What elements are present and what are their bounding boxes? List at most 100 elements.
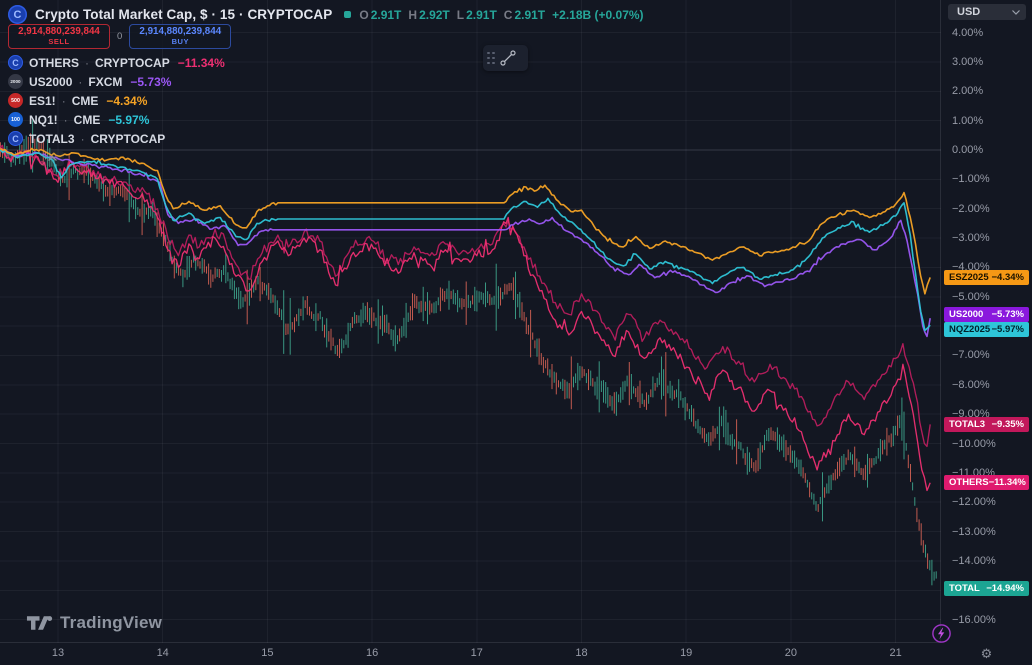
price-label-value: −9.35% bbox=[991, 418, 1025, 430]
price-tick-label: 4.00% bbox=[952, 26, 984, 39]
time-tick-label: 21 bbox=[889, 647, 902, 659]
nasdaq100-icon: 100 bbox=[8, 112, 23, 127]
price-label-nqz2025: NQZ2025 −5.97% bbox=[944, 321, 1029, 337]
time-tick-label: 20 bbox=[784, 647, 798, 659]
currency-usd-button[interactable]: USD bbox=[948, 4, 1026, 20]
sell-button[interactable]: 2,914,880,239,844 SELL bbox=[8, 24, 110, 49]
legend-separator: · bbox=[78, 74, 83, 89]
settings-gear-icon[interactable]: ⚙ bbox=[980, 646, 993, 662]
price-tick-label: −16.00% bbox=[952, 613, 996, 626]
change-value: +2.18B (+0.07%) bbox=[552, 7, 644, 22]
chart-canvas[interactable] bbox=[0, 0, 941, 643]
legend-symbol: NQ1! bbox=[29, 112, 58, 127]
time-tick-label: 19 bbox=[680, 647, 693, 659]
chart-pane[interactable]: C Crypto Total Market Cap, $ · 15 · CRYP… bbox=[0, 0, 951, 643]
legend-change: −11.34% bbox=[177, 55, 225, 70]
price-tick-label: −14.00% bbox=[952, 554, 996, 567]
market-status-icon[interactable] bbox=[344, 11, 352, 18]
legend-exchange: CME bbox=[73, 112, 101, 127]
price-axis[interactable]: USD 4.00% 3.00% 2.00% 1.00% 0.00% −1.00% −2.00… bbox=[941, 0, 1032, 643]
symbol-header: C Crypto Total Market Cap, $ · 15 · CRYP… bbox=[8, 5, 644, 24]
legend-item-others[interactable]: C OTHERS · CRYPTOCAP −11.34% bbox=[8, 53, 225, 72]
price-tick-label: −7.00% bbox=[952, 349, 990, 362]
price-label-total: TOTAL −14.94% bbox=[944, 580, 1029, 596]
price-tick-label: −2.00% bbox=[952, 202, 990, 215]
legend-exchange: CRYPTOCAP bbox=[95, 55, 170, 70]
price-label-esz2025: ESZ2025 −4.34% bbox=[944, 269, 1029, 285]
price-tick-label: 2.00% bbox=[952, 85, 984, 98]
buy-label: BUY bbox=[171, 36, 189, 46]
drag-handle-icon[interactable] bbox=[487, 51, 495, 65]
buy-button[interactable]: 2,914,880,239,844 BUY bbox=[129, 24, 232, 49]
price-label-symbol: TOTAL3 bbox=[949, 418, 986, 430]
low-label: L bbox=[456, 7, 465, 22]
legend-item-es1[interactable]: 500 ES1! · CME −4.34% bbox=[8, 91, 225, 110]
open-value: 2.91T bbox=[370, 7, 402, 22]
legend-item-nq1[interactable]: 100 NQ1! · CME −5.97% bbox=[8, 110, 225, 129]
time-tick-label: 14 bbox=[156, 647, 169, 659]
price-label-value: −5.73% bbox=[991, 308, 1025, 320]
high-value: 2.92T bbox=[419, 7, 450, 22]
trendline-tool-icon[interactable] bbox=[498, 48, 518, 68]
time-tick-label: 15 bbox=[261, 647, 274, 659]
legend-item-us2000[interactable]: 2000 US2000 · FXCM −5.73% bbox=[8, 72, 225, 91]
chevron-up-icon bbox=[47, 156, 57, 161]
price-tick-label: 1.00% bbox=[952, 114, 984, 127]
legend-separator: · bbox=[85, 55, 90, 70]
price-tick-label: −1.00% bbox=[952, 173, 990, 186]
chevron-down-icon bbox=[1012, 9, 1020, 15]
sp500-icon: 500 bbox=[8, 93, 23, 108]
legend-exchange: CME bbox=[71, 93, 99, 108]
legend-symbol: ES1! bbox=[29, 93, 56, 108]
legend-separator: · bbox=[80, 131, 85, 146]
russell2000-icon: 2000 bbox=[8, 74, 23, 89]
cryptocap-logo-icon: C bbox=[8, 5, 27, 24]
axis-corner: ⚙ bbox=[941, 643, 1032, 665]
floating-drawing-toolbar[interactable] bbox=[483, 45, 528, 71]
legend-exchange: CRYPTOCAP bbox=[90, 131, 166, 146]
price-tick-label: −5.00% bbox=[952, 290, 990, 303]
legend-separator: · bbox=[63, 112, 68, 127]
legend-change: −4.34% bbox=[106, 93, 148, 108]
legend-change: −5.73% bbox=[130, 74, 172, 89]
price-label-symbol: TOTAL bbox=[949, 582, 980, 594]
price-tick-label: −13.00% bbox=[952, 525, 996, 538]
price-tick-label: −10.00% bbox=[952, 437, 996, 450]
spread-value: 0 bbox=[117, 31, 123, 42]
boost-lightning-button[interactable] bbox=[932, 624, 951, 643]
price-tick-label: −12.00% bbox=[952, 496, 996, 509]
close-label: C bbox=[503, 7, 513, 22]
watermark-text: TradingView bbox=[60, 613, 163, 632]
legend-collapse-button[interactable] bbox=[40, 151, 64, 166]
tradingview-watermark: TradingView bbox=[26, 613, 162, 633]
time-tick-label: 17 bbox=[470, 647, 483, 659]
price-label-symbol: US2000 bbox=[949, 308, 984, 320]
time-tick-label: 13 bbox=[51, 647, 65, 659]
price-label-symbol: ESZ2025 bbox=[949, 271, 989, 283]
price-label-symbol: NQZ2025 bbox=[949, 323, 991, 335]
price-label-value: −5.97% bbox=[991, 323, 1025, 335]
tradingview-logo-icon bbox=[26, 616, 53, 630]
price-tick-label: 3.00% bbox=[952, 55, 984, 68]
price-label-value: −14.94% bbox=[986, 582, 1024, 594]
buy-price: 2,914,880,239,844 bbox=[139, 26, 222, 38]
price-label-us2000: US2000 −5.73% bbox=[944, 306, 1029, 322]
legend-item-total3[interactable]: C TOTAL3 · CRYPTOCAP bbox=[8, 129, 225, 148]
time-axis[interactable]: 13 14 15 16 17 18 19 20 21 bbox=[0, 643, 941, 665]
legend: C OTHERS · CRYPTOCAP −11.34% 2000 US2000 · FXCM −… bbox=[8, 53, 225, 148]
price-label-value: −11.34% bbox=[988, 477, 1026, 489]
price-label-value: −4.34% bbox=[991, 271, 1025, 283]
legend-symbol: TOTAL3 bbox=[29, 131, 75, 146]
cryptocap-icon: C bbox=[8, 55, 23, 70]
time-tick-label: 16 bbox=[365, 647, 379, 659]
symbol-title[interactable]: Crypto Total Market Cap, $ · 15 · CRYPTO… bbox=[35, 7, 333, 22]
currency-label: USD bbox=[957, 6, 981, 18]
price-tick-label: −8.00% bbox=[952, 378, 990, 391]
legend-symbol: US2000 bbox=[29, 74, 73, 89]
sell-price: 2,914,880,239,844 bbox=[18, 26, 100, 38]
price-tick-label: −3.00% bbox=[952, 232, 990, 245]
legend-change: −5.97% bbox=[108, 112, 150, 127]
low-value: 2.91T bbox=[466, 7, 497, 22]
time-tick-label: 18 bbox=[575, 647, 588, 659]
